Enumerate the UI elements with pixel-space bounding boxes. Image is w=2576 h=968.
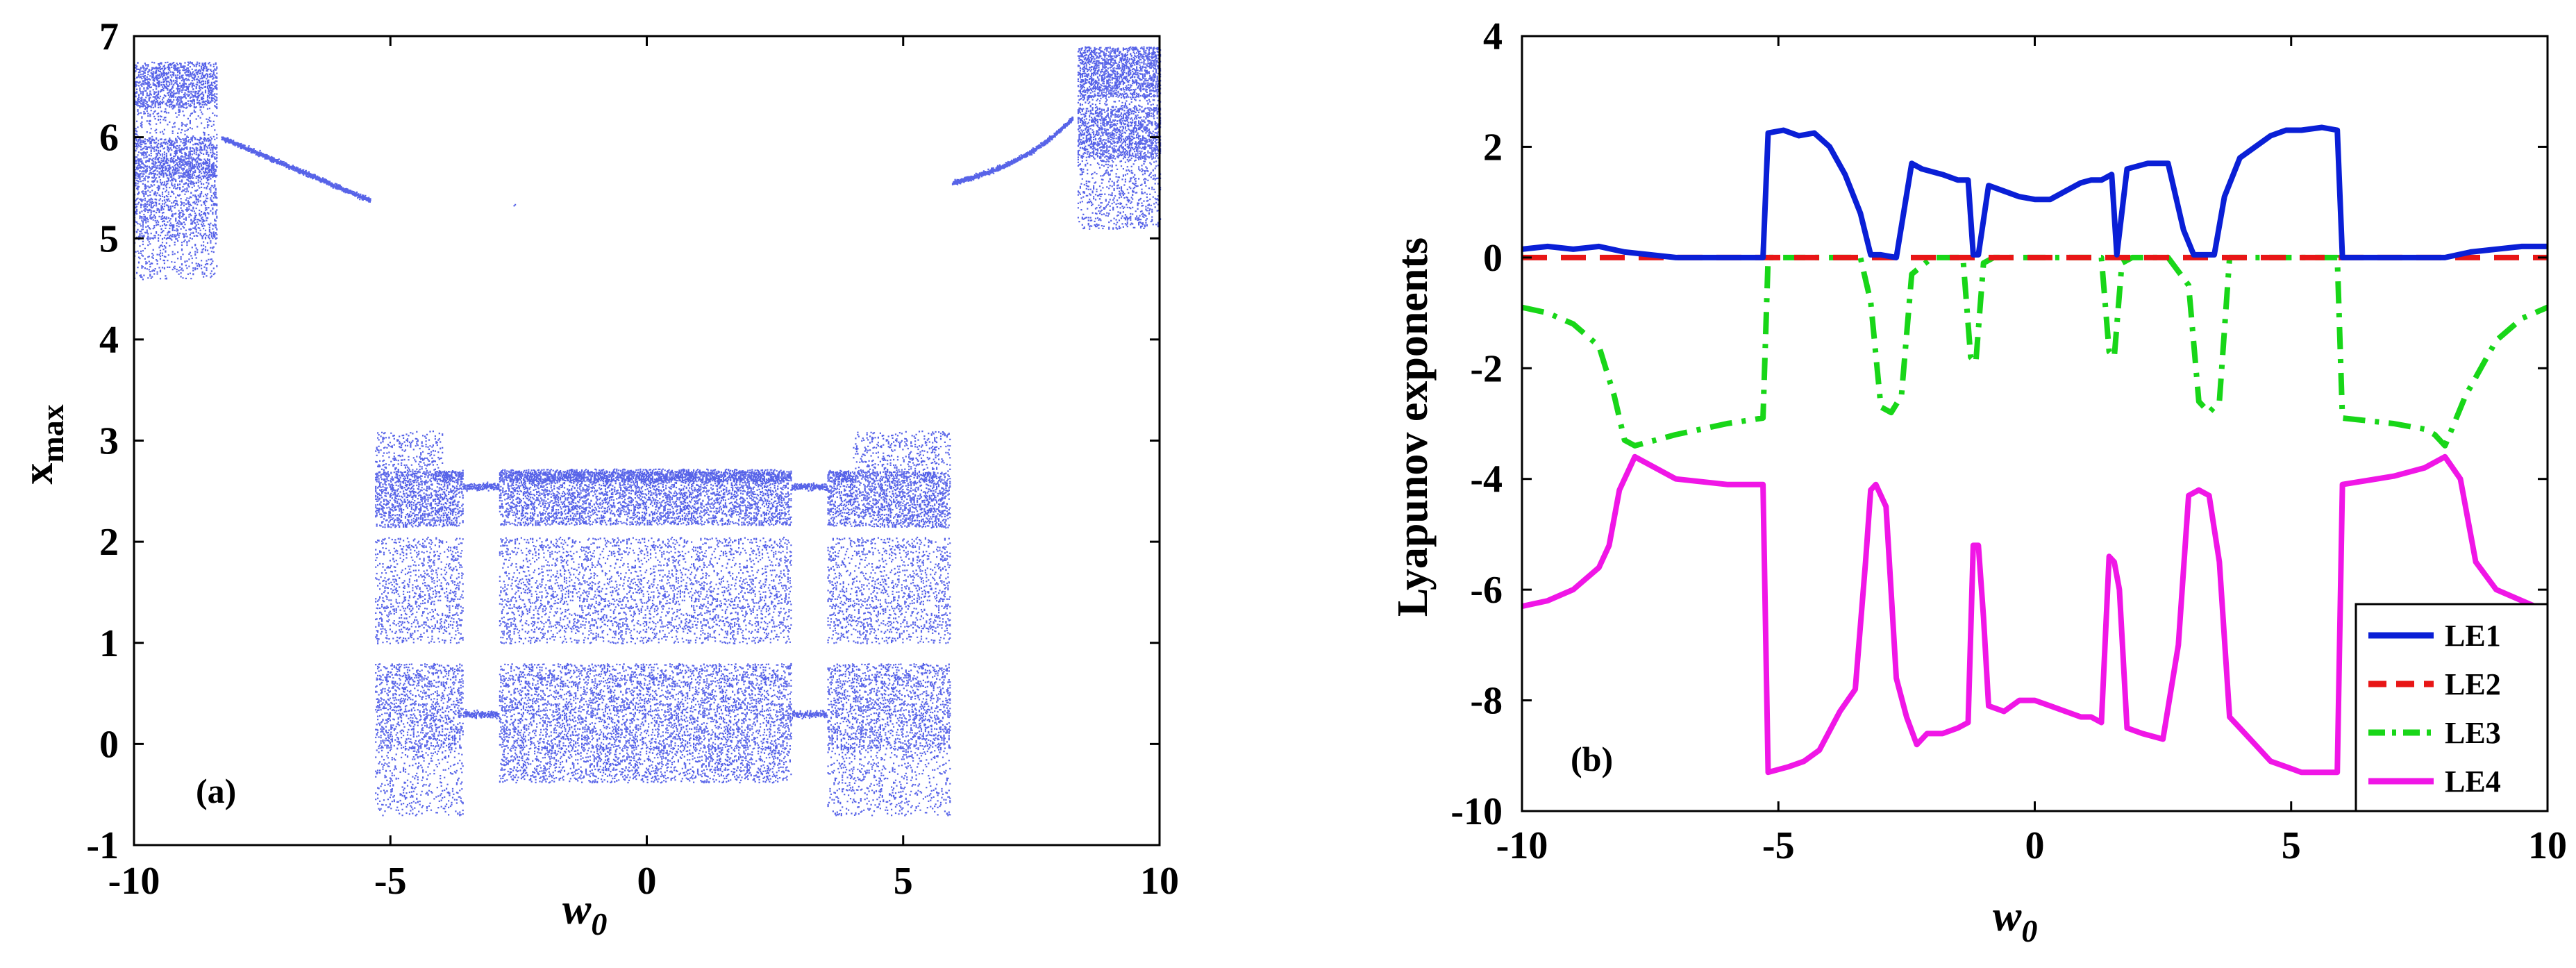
panel-a-ylabel-sub: max	[35, 404, 70, 462]
panel-a-x-axis-label: w0	[562, 886, 607, 942]
panel-a-y-axis-label: xmax	[15, 404, 70, 484]
panel-a-ytick-label: -1	[86, 824, 119, 867]
legend-label-le3: LE3	[2445, 716, 2501, 750]
panel-b-ytick-label: -6	[1470, 569, 1503, 612]
panel-a-ytick-label: 0	[99, 723, 119, 766]
legend-label-le4: LE4	[2445, 765, 2501, 799]
panel-b-ytick-label: -10	[1450, 790, 1503, 833]
panel-a-xlabel-main: w	[562, 886, 592, 933]
panel-a-plot-area	[134, 36, 1160, 845]
series-line-le3	[1521, 254, 2549, 449]
panel-a-ytick-label: 7	[99, 15, 119, 58]
panel-a-ytick-label: 3	[99, 420, 119, 463]
panel-b-x-axis-label: w0	[1993, 893, 2037, 949]
panel-a-ytick-label: 4	[99, 319, 119, 362]
legend-box	[2355, 603, 2549, 812]
panel-b-legend: LE1 LE2 LE3 LE4	[2355, 603, 2549, 812]
panel-a-xtick-label: -10	[108, 860, 160, 903]
panel-b-ytick-label: 4	[1483, 15, 1503, 58]
panel-a-ytick-label: 6	[99, 117, 119, 160]
panel-b-y-axis-label: Lyapunov exponents	[1389, 237, 1437, 617]
panel-a-xtick-label: -5	[374, 860, 407, 903]
legend-label-le2: LE2	[2445, 667, 2501, 701]
panel-b-xlabel-main: w	[1993, 893, 2022, 940]
panel-b-ytick-label: 0	[1483, 237, 1503, 280]
panel-b-ytick-label: -2	[1470, 347, 1503, 390]
panel-a-ytick-label: 1	[99, 622, 119, 665]
panel-b-xtick-label: 5	[2282, 824, 2301, 867]
panel-a-ytick-label: 2	[99, 521, 119, 564]
panel-b-ytick-label: -4	[1470, 458, 1503, 501]
panel-b-xtick-label: -5	[1762, 824, 1795, 867]
legend-label-le1: LE1	[2445, 619, 2501, 653]
panel-b-x-ticks: -10 -5 0 5 10	[1496, 36, 2567, 867]
panel-a-ytick-label: 5	[99, 217, 119, 260]
panel-b-xtick-label: 0	[2025, 824, 2045, 867]
panel-b-series-lines	[1521, 124, 2549, 776]
panel-a-ylabel-main: x	[15, 463, 62, 485]
panel-b-ytick-label: -8	[1470, 680, 1503, 723]
panel-b-ytick-label: 2	[1483, 126, 1503, 169]
panel-b-xlabel-sub: 0	[2021, 913, 2037, 949]
panel-b-y-ticks: -10 -8 -6 -4 -2 0 2 4	[1450, 15, 2548, 833]
panel-b-xtick-label: 10	[2528, 824, 2567, 867]
series-line-le4	[1521, 453, 2549, 776]
panel-a-xlabel-sub: 0	[591, 906, 607, 942]
panel-b-label: (b)	[1571, 740, 1613, 778]
panel-a-y-ticks: -1 0 1 2 3 4 5 6 7	[86, 15, 1160, 867]
panel-a-x-ticks: -10 -5 0 5 10	[108, 36, 1179, 903]
panel-a-xtick-label: 5	[894, 860, 913, 903]
panel-b-xtick-label: -10	[1496, 824, 1548, 867]
panel-a-xtick-label: 0	[637, 860, 657, 903]
series-line-le1	[1521, 124, 2548, 260]
panel-a-label: (a)	[196, 771, 236, 810]
panel-a-xtick-label: 10	[1140, 860, 1179, 903]
